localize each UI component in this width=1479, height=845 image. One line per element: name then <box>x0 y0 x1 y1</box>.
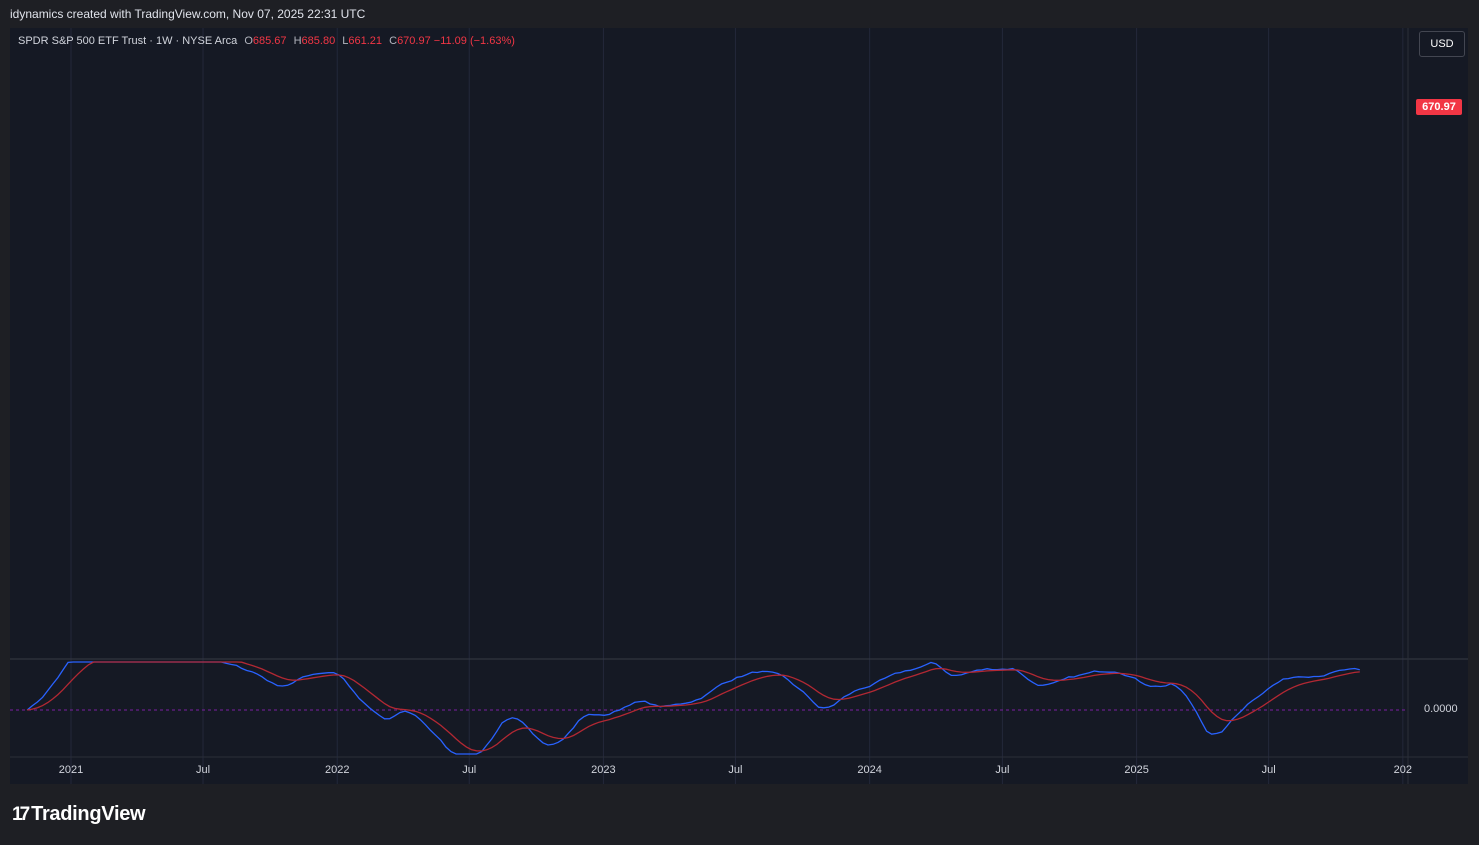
tradingview-brand[interactable]: 17 TradingView <box>12 803 146 826</box>
open-key: O <box>244 35 253 47</box>
currency-button[interactable]: USD <box>1419 31 1465 57</box>
change-value: −11.09 (−1.63%) <box>433 35 515 47</box>
oscillator-macd-line <box>26 661 1360 755</box>
high-key: H <box>293 35 302 47</box>
oscillator-signal-line <box>27 661 1360 752</box>
symbol-title: SPDR S&P 500 ETF Trust · 1W · NYSE Arca <box>18 35 238 47</box>
symbol-legend: SPDR S&P 500 ETF Trust · 1W · NYSE Arca … <box>18 35 515 47</box>
time-tick-label: 2025 <box>1124 764 1149 776</box>
oscillator-zero-label: 0.0000 <box>1424 703 1458 715</box>
low-key: L <box>342 35 349 47</box>
time-tick-label: 2023 <box>591 764 616 776</box>
time-tick-label: 2022 <box>324 764 350 776</box>
chart-credit: idynamics created with TradingView.com, … <box>10 7 366 21</box>
time-tick-label: Jul <box>728 764 743 776</box>
low-value: 661.21 <box>348 35 383 47</box>
time-tick-label: 202 <box>1393 764 1412 776</box>
time-tick-label: Jul <box>195 764 211 776</box>
close-key: C <box>389 35 398 47</box>
time-tick-label: Jul <box>462 764 477 776</box>
close-value: 670.97 <box>397 35 431 47</box>
tradingview-logo-icon: 17 <box>12 804 30 825</box>
brand-name: TradingView <box>31 803 146 825</box>
open-value: 685.67 <box>252 35 287 47</box>
time-tick-label: Jul <box>995 764 1010 776</box>
high-value: 685.80 <box>301 35 336 47</box>
time-tick-label: Jul <box>1261 764 1276 776</box>
time-tick-label: 2024 <box>857 764 882 776</box>
last-price-badge: 670.97 <box>1416 99 1462 115</box>
chart-frame <box>10 28 1468 784</box>
time-tick-label: 2021 <box>58 764 84 776</box>
